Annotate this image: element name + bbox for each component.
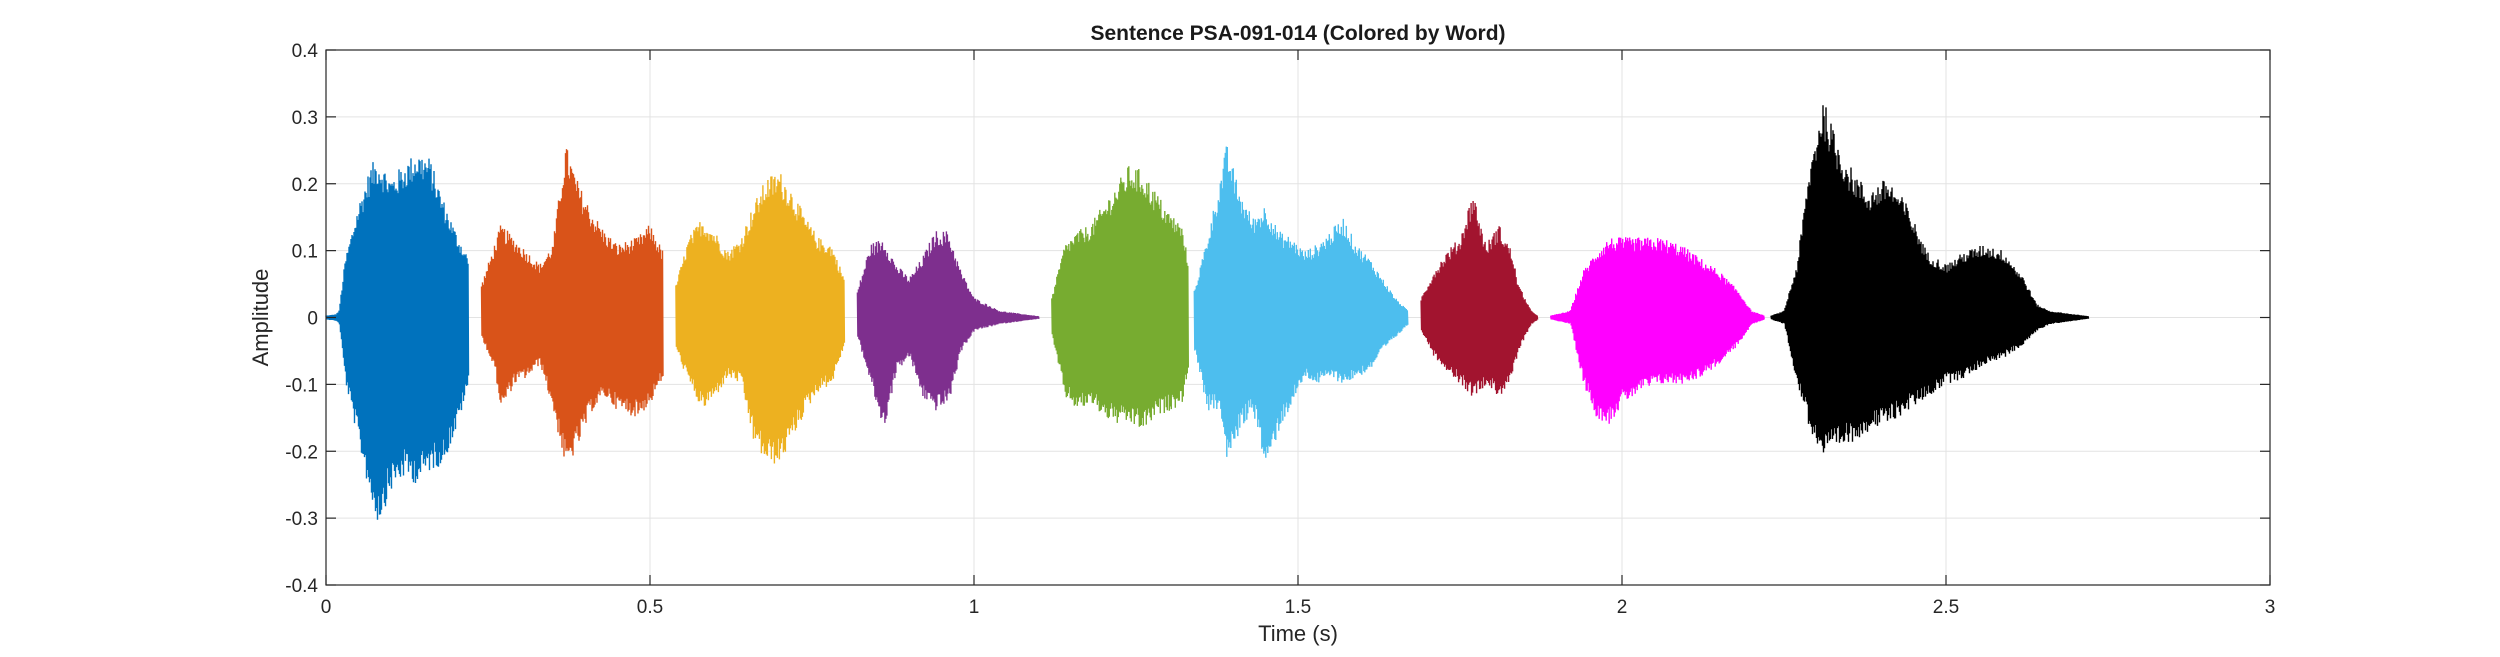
axis-ticks: 0 0.5 1 1.5 2 2.5 3 -0.4 -0.3 -0.2 -0.1 0 0.1 0.2 0.3 0… [285,41,2275,618]
word-waveform-9 [1770,105,2090,453]
y-tick-label: 0.1 [292,242,318,263]
y-tick-label: -0.3 [285,509,318,530]
y-tick-label: 0.2 [292,175,318,196]
x-tick-label: 3 [2265,597,2276,618]
y-axis-label: Amplitude [248,269,273,367]
word-waveform-5 [1051,166,1189,427]
y-tick-label: -0.1 [285,375,318,396]
chart-title: Sentence PSA-091-014 (Colored by Word) [1090,22,1505,45]
word-waveform-2 [480,149,664,457]
x-tick-label: 2 [1617,597,1628,618]
x-tick-label: 1 [969,597,980,618]
word-waveform-6 [1193,146,1409,458]
waveform-series [325,105,2090,520]
x-axis-label: Time (s) [1258,621,1338,646]
word-waveform-4 [856,231,1040,423]
x-tick-label: 1.5 [1285,597,1311,618]
x-tick-label: 0.5 [637,597,663,618]
y-tick-label: 0 [307,309,318,330]
x-tick-label: 2.5 [1933,597,1959,618]
x-tick-label: 0 [321,597,332,618]
word-waveform-3 [675,174,846,464]
y-tick-label: -0.2 [285,442,318,463]
y-tick-label: 0.3 [292,108,318,129]
y-tick-label: 0.4 [292,41,319,62]
word-waveform-7 [1420,200,1539,396]
y-tick-label: -0.4 [285,576,318,597]
word-waveform-8 [1550,237,1765,424]
